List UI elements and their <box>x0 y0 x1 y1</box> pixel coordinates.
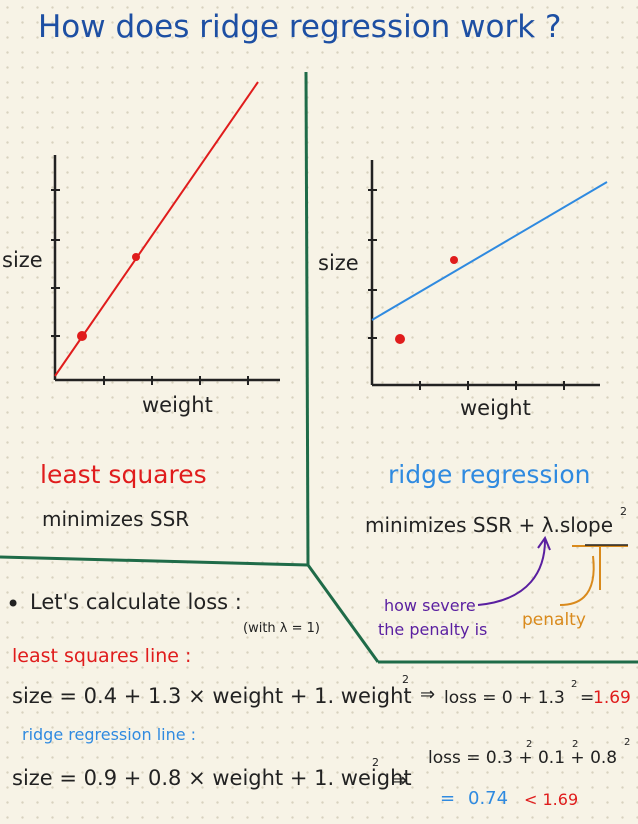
ls-implies-arrow: ⇒ <box>420 684 436 705</box>
least-squares-heading: least squares <box>40 460 207 489</box>
divider-vertical <box>304 71 310 566</box>
rr-loss-sup-1: 2 <box>526 739 533 750</box>
lambda-note: (with λ = 1) <box>243 621 320 636</box>
rr-result-value: 0.74 <box>468 788 509 809</box>
bullet: • <box>6 590 21 618</box>
ls-eq-superscript: 2 <box>402 673 409 686</box>
severity-arrow <box>477 535 551 606</box>
calc-intro: Let's calculate loss : <box>30 590 242 614</box>
left-y-label: size <box>2 248 43 272</box>
rr-result-compare: < 1.69 <box>524 790 579 809</box>
divider-diagonal <box>306 564 380 663</box>
left-x-label: weight <box>142 393 213 417</box>
left-chart <box>51 81 280 385</box>
penalty-annotation: penalty <box>522 610 586 630</box>
least-squares-line <box>54 81 259 377</box>
right-x-label: weight <box>460 396 531 420</box>
ridge-regression-heading: ridge regression <box>388 460 591 489</box>
page-title: How does ridge regression work ? <box>38 9 562 45</box>
severity-annotation-line1: how severe <box>384 596 476 615</box>
ls-loss-superscript: 2 <box>571 679 578 690</box>
ridge-regression-line-label: ridge regression line : <box>22 725 197 744</box>
rr-loss-text: loss = 0.3 + 0.1 + 0.8 <box>428 748 618 768</box>
right-y-label: size <box>318 251 359 275</box>
data-point <box>77 331 87 341</box>
severity-annotation-line2: the penalty is <box>378 620 488 639</box>
least-squares-line-label: least squares line : <box>12 645 192 667</box>
ls-loss-value: 1.69 <box>593 688 631 708</box>
rr-loss-sup-2: 2 <box>572 739 579 750</box>
ridge-regression-line <box>371 181 608 321</box>
ridge-regression-equation: size = 0.9 + 0.8 × weight + 1. weight <box>12 766 412 790</box>
right-chart <box>368 160 608 390</box>
least-squares-subheading: minimizes SSR <box>42 507 190 531</box>
ls-loss-text: loss = 0 + 1.3 <box>444 688 565 708</box>
penalty-bracket <box>572 545 628 590</box>
penalty-curve-arrow <box>559 555 595 606</box>
least-squares-equation: size = 0.4 + 1.3 × weight + 1. weight <box>12 684 412 708</box>
rr-loss-sup-3: 2 <box>624 737 631 748</box>
rr-result-equals: = <box>440 788 456 809</box>
ridge-regression-subheading: minimizes SSR + λ.slope <box>365 513 614 537</box>
divider-left-horizontal <box>0 555 309 567</box>
data-point <box>395 334 405 344</box>
slope-squared-superscript: 2 <box>620 505 627 518</box>
rr-implies-arrow: ⇒ <box>392 770 408 791</box>
data-point <box>450 256 458 264</box>
data-point <box>132 253 140 261</box>
ls-loss-equals: = <box>580 688 595 708</box>
rr-eq-superscript: 2 <box>372 756 379 769</box>
